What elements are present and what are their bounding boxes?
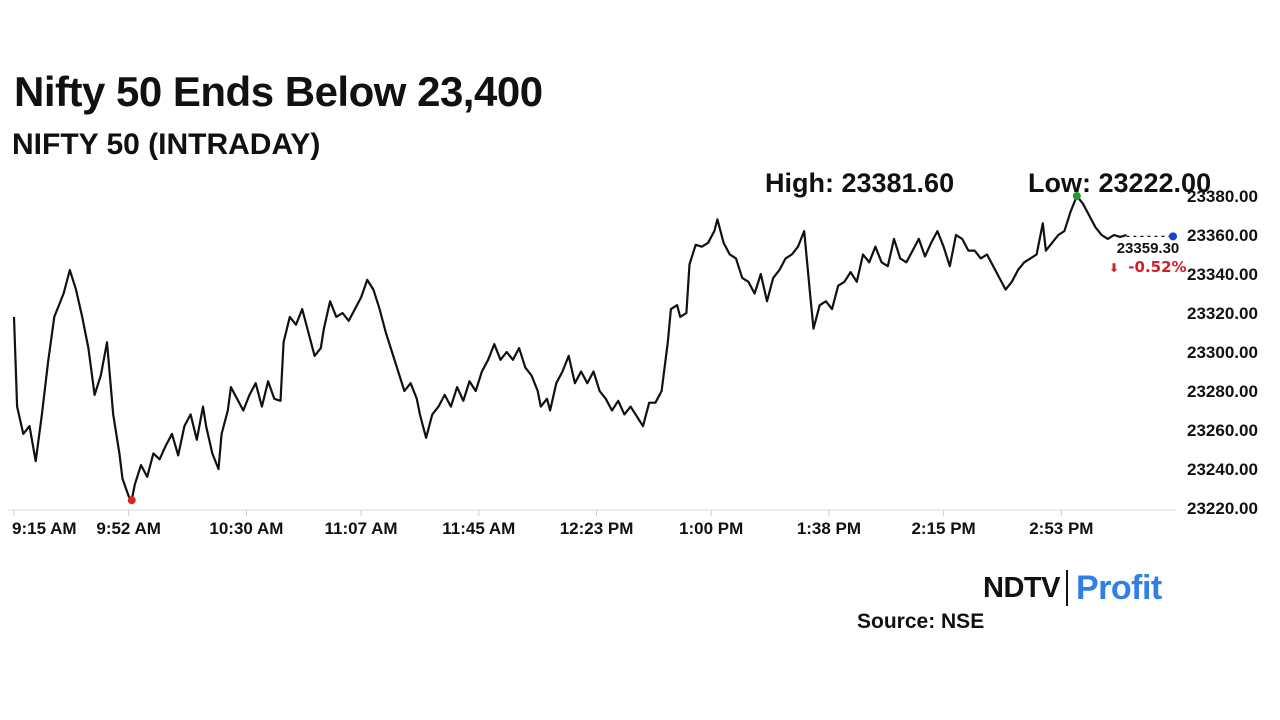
- change-label: ⬇ -0.52%: [1109, 258, 1187, 276]
- y-tick-label: 23260.00: [1187, 421, 1258, 440]
- y-tick-label: 23220.00: [1187, 499, 1258, 518]
- logo-profit-text: Profit: [1075, 568, 1162, 607]
- chart-title: Nifty 50 Ends Below 23,400: [14, 68, 543, 115]
- x-tick-label: 10:30 AM: [209, 519, 283, 538]
- y-tick-label: 23240.00: [1187, 460, 1258, 479]
- ndtv-profit-logo: NDTV Profit: [983, 568, 1162, 608]
- high-stat-label: High: 23381.60: [765, 168, 955, 198]
- y-tick-label: 23340.00: [1187, 265, 1258, 284]
- logo-ndtv-text: NDTV: [983, 571, 1060, 604]
- x-tick-label: 9:52 AM: [96, 519, 161, 538]
- last-price-label: 23359.30: [1117, 240, 1180, 257]
- y-tick-label: 23300.00: [1187, 343, 1258, 362]
- y-tick-label: 23320.00: [1187, 304, 1258, 323]
- x-tick-label: 11:45 AM: [442, 519, 515, 538]
- last-point-marker: [1169, 232, 1177, 241]
- source-note: Source: NSE: [857, 610, 985, 633]
- y-tick-label: 23280.00: [1187, 382, 1258, 401]
- x-axis-ticks: 9:15 AM 9:52 AM 10:30 AM 11:07 AM 11:45 AM 12…: [12, 510, 1093, 538]
- logo-divider: [1065, 570, 1068, 606]
- change-percent: -0.52%: [1128, 258, 1186, 276]
- low-stat-label: Low: 23222.00: [1028, 168, 1212, 198]
- x-tick-label: 12:23 PM: [560, 519, 634, 538]
- low-point-marker: [127, 496, 136, 505]
- x-tick-label: 1:00 PM: [679, 519, 743, 538]
- x-tick-label: 2:15 PM: [911, 519, 975, 538]
- price-series-line: [12, 194, 1127, 502]
- y-axis-ticks: 23220.00 23240.00 23260.00 23280.00 23300.00…: [1187, 187, 1258, 518]
- x-tick-label: 1:38 PM: [797, 519, 861, 538]
- y-tick-label: 23360.00: [1187, 226, 1258, 245]
- intraday-line-chart: 9:15 AM 9:52 AM 10:30 AM 11:07 AM 11:45 AM 12…: [8, 187, 1258, 538]
- y-tick-label: 23380.00: [1187, 187, 1258, 206]
- down-arrow-icon: ⬇: [1109, 261, 1119, 275]
- high-point-marker: [1072, 192, 1081, 200]
- chart-markers: [127, 192, 1177, 505]
- chart-subtitle: NIFTY 50 (INTRADAY): [12, 128, 321, 161]
- x-tick-label: 9:15 AM: [12, 519, 77, 538]
- x-tick-label: 11:07 AM: [325, 519, 398, 538]
- x-tick-label: 2:53 PM: [1029, 519, 1093, 538]
